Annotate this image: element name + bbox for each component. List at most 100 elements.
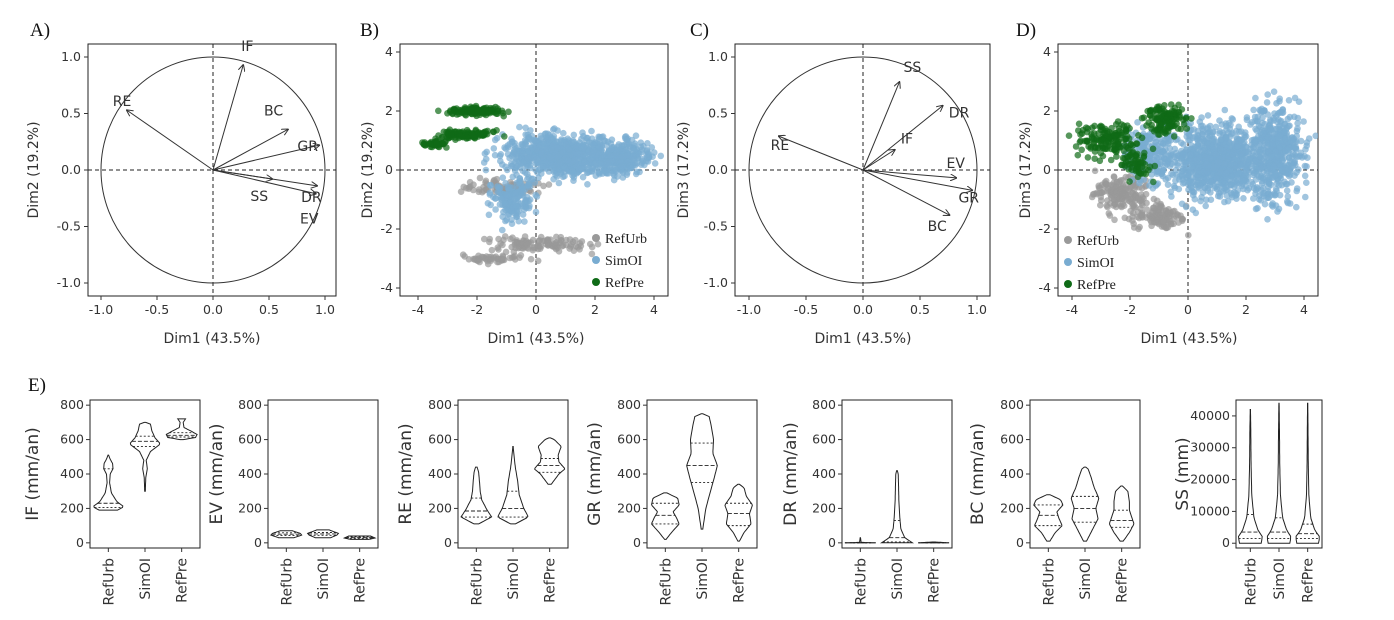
point-simoi: [550, 126, 557, 133]
point-simoi: [1134, 119, 1141, 126]
loading-label-if: IF: [901, 132, 913, 148]
point-simoi: [1264, 216, 1271, 223]
point-simoi: [1203, 154, 1211, 162]
y-axis-label: IF (mm/an): [23, 427, 43, 521]
loading-label-gr: GR: [958, 190, 979, 206]
point-simoi: [1228, 181, 1235, 189]
point-simoi: [1302, 193, 1309, 201]
point-simoi: [490, 145, 498, 152]
point-refpre: [1078, 130, 1086, 137]
point-simoi: [580, 151, 587, 158]
point-refpre: [1085, 143, 1092, 150]
point-simoi: [1264, 111, 1272, 118]
point-simoi: [1282, 135, 1289, 143]
violin-simoi: [1266, 402, 1292, 544]
point-simoi: [1294, 125, 1301, 132]
point-simoi: [557, 168, 565, 176]
point-simoi: [534, 159, 541, 167]
point-refurb: [1170, 220, 1177, 228]
point-simoi: [1302, 146, 1309, 153]
y-tick-label: 0: [385, 162, 393, 177]
point-simoi: [511, 195, 519, 203]
x-tick-label: 0.5: [910, 302, 930, 317]
loading-label-dr: DR: [949, 106, 970, 122]
point-simoi: [1206, 122, 1214, 130]
point-simoi: [610, 176, 618, 184]
point-simoi: [526, 180, 533, 187]
point-refpre: [1078, 146, 1085, 154]
point-refurb: [488, 246, 496, 254]
point-refpre: [501, 133, 508, 140]
violin-simoi: [129, 421, 161, 492]
x-tick-label: 0.0: [853, 302, 873, 317]
point-refpre: [1149, 145, 1157, 153]
point-simoi: [1208, 132, 1216, 139]
point-simoi: [1266, 179, 1273, 187]
point-refurb: [1147, 216, 1154, 224]
legend-label-refurb: RefUrb: [605, 232, 647, 247]
point-refpre: [1075, 120, 1083, 128]
point-refpre: [1065, 132, 1073, 139]
point-simoi: [1250, 143, 1257, 151]
violin-refurb: [93, 454, 124, 511]
point-simoi: [1267, 153, 1275, 160]
point-simoi: [1284, 193, 1292, 200]
y-tick-label: 400: [1000, 466, 1024, 481]
point-simoi: [1172, 177, 1179, 185]
point-simoi: [1177, 155, 1185, 162]
point-simoi: [1170, 182, 1178, 190]
legend-marker-simoi: [592, 256, 600, 264]
y-tick-label: 0: [1222, 535, 1230, 550]
point-simoi: [1234, 176, 1242, 184]
point-simoi: [533, 193, 541, 200]
point-simoi: [637, 143, 645, 150]
point-simoi: [524, 154, 532, 162]
point-simoi: [516, 123, 523, 131]
y-tick-label: 0.0: [708, 162, 728, 177]
violin-refpre: [165, 418, 198, 441]
point-simoi: [499, 226, 506, 234]
point-simoi: [1261, 200, 1269, 208]
point-simoi: [1275, 177, 1282, 185]
point-refpre: [1118, 121, 1125, 128]
plot-frame: [267, 399, 379, 549]
point-simoi: [1242, 143, 1249, 150]
point-simoi: [1272, 148, 1279, 156]
point-refurb: [1155, 209, 1162, 217]
point-simoi: [498, 195, 505, 203]
point-refpre: [1156, 115, 1164, 122]
point-refpre: [1136, 164, 1144, 171]
point-simoi: [1234, 143, 1241, 150]
point-refurb: [1164, 209, 1171, 216]
violin-refurb: [1033, 494, 1064, 542]
point-simoi: [1257, 123, 1264, 131]
point-refpre: [1127, 151, 1134, 159]
point-simoi: [537, 142, 545, 149]
violin-refpre: [1109, 485, 1135, 542]
point-refurb: [568, 241, 575, 248]
point-simoi: [1250, 106, 1257, 114]
point-simoi: [1274, 208, 1281, 215]
violin-panel-e5: 0 200 400 600 800 DR (mm/an) RefUrb SimOI RefPre: [781, 397, 953, 606]
plot-frame: [841, 399, 953, 549]
point-simoi: [1270, 162, 1278, 170]
point-refpre: [420, 141, 428, 148]
point-simoi: [1235, 128, 1243, 135]
point-simoi: [1191, 143, 1199, 151]
point-simoi: [578, 165, 585, 172]
point-simoi: [1216, 128, 1224, 135]
point-refpre: [1174, 125, 1182, 132]
point-simoi: [563, 141, 570, 149]
point-simoi: [1212, 151, 1220, 158]
point-refurb: [1126, 195, 1134, 203]
legend-marker-simoi: [1064, 258, 1072, 266]
loading-arrow-if: [212, 65, 243, 171]
point-simoi: [1225, 120, 1232, 127]
point-simoi: [1246, 168, 1253, 176]
point-simoi: [1180, 141, 1187, 148]
y-tick-label: 400: [428, 466, 452, 481]
point-refpre: [1165, 122, 1173, 130]
point-refpre: [1156, 120, 1163, 128]
y-tick-label: 400: [60, 466, 84, 481]
y-tick-label: -0.5: [704, 219, 728, 234]
